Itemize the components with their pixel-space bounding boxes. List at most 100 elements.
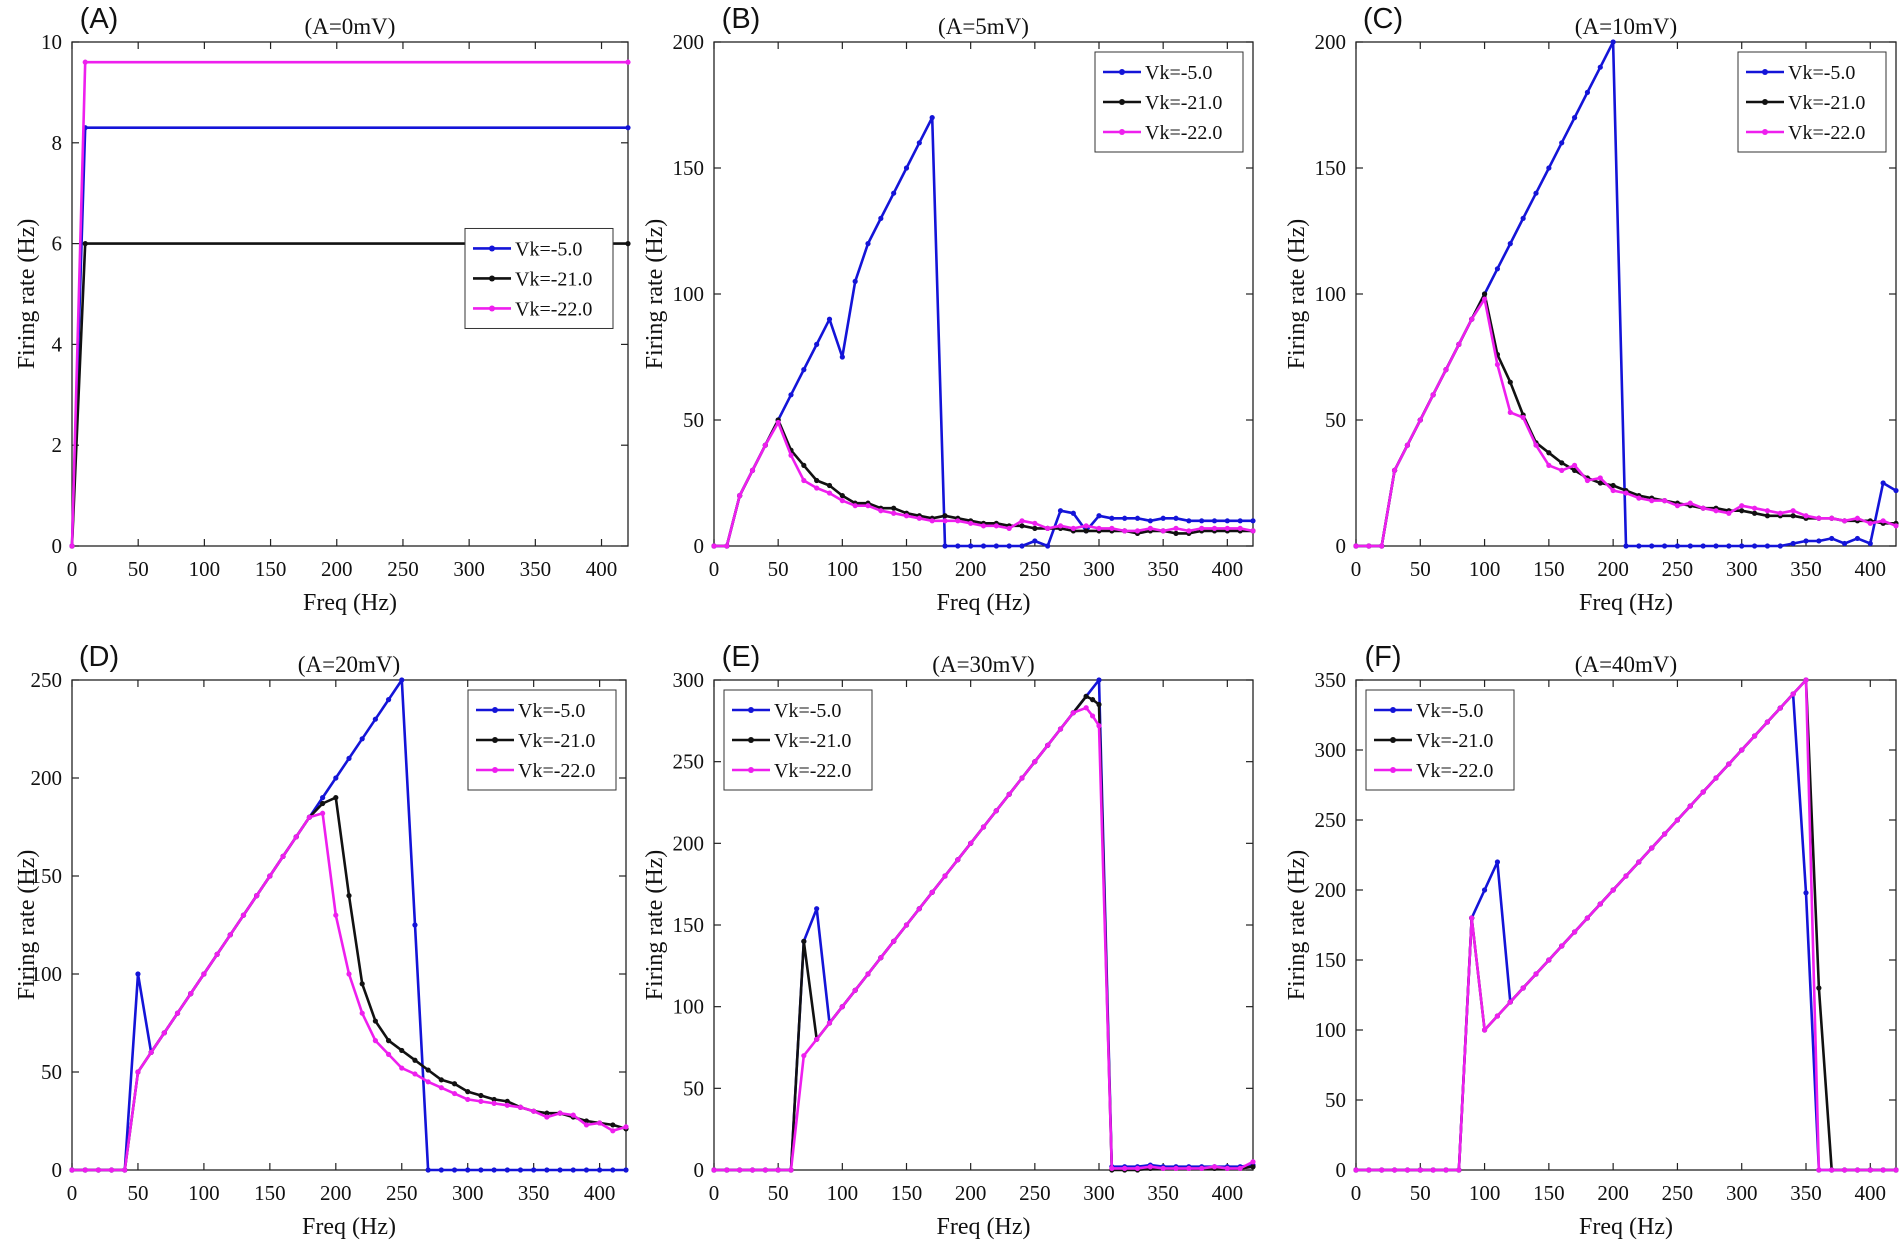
y-tick-label: 0 xyxy=(694,534,705,558)
data-point xyxy=(903,922,910,928)
data-point xyxy=(724,543,730,549)
data-point xyxy=(544,1114,550,1120)
data-point xyxy=(1250,528,1256,534)
data-point xyxy=(1083,523,1089,529)
data-point xyxy=(1083,705,1089,711)
x-axis-label: Freq (Hz) xyxy=(937,590,1031,616)
legend-marker xyxy=(1390,767,1396,773)
data-point xyxy=(916,906,922,912)
x-tick-label: 300 xyxy=(452,1181,484,1205)
data-point xyxy=(1096,525,1102,531)
data-point xyxy=(267,873,273,879)
x-tick-label: 0 xyxy=(67,557,78,581)
x-axis-label: Freq (Hz) xyxy=(937,1214,1031,1240)
data-point xyxy=(1096,677,1102,683)
data-point xyxy=(839,1004,845,1010)
data-point xyxy=(1803,538,1809,544)
y-tick-label: 150 xyxy=(673,913,705,937)
data-point xyxy=(1867,1167,1873,1173)
y-tick-label: 50 xyxy=(41,1060,62,1084)
data-point xyxy=(135,971,141,977)
data-point xyxy=(1700,543,1706,549)
x-tick-label: 350 xyxy=(520,557,552,581)
data-point xyxy=(557,1110,563,1116)
data-point xyxy=(980,523,987,529)
data-point xyxy=(1109,525,1115,531)
data-point xyxy=(174,1010,181,1016)
data-point xyxy=(1379,543,1385,549)
legend-label: Vk=-5.0 xyxy=(1416,700,1483,722)
data-point xyxy=(465,1096,471,1103)
data-point xyxy=(451,1081,458,1087)
x-tick-label: 400 xyxy=(1855,1181,1887,1205)
x-tick-label: 300 xyxy=(1083,1181,1115,1205)
data-point xyxy=(122,1167,128,1173)
x-axis-label: Freq (Hz) xyxy=(1579,1214,1673,1240)
data-point xyxy=(1173,525,1179,531)
data-point xyxy=(955,857,961,863)
x-tick-label: 200 xyxy=(320,1181,352,1205)
data-point xyxy=(852,503,858,509)
data-point xyxy=(1610,482,1616,489)
data-point xyxy=(839,493,845,499)
legend: Vk=-5.0 Vk=-21.0 Vk=-22.0 xyxy=(467,689,617,791)
data-point xyxy=(1237,518,1243,524)
data-point xyxy=(1546,957,1552,963)
x-tick-label: 400 xyxy=(584,1181,616,1205)
legend-marker xyxy=(1762,69,1768,75)
legend-label: Vk=-5.0 xyxy=(774,700,841,722)
y-tick-label: 300 xyxy=(1315,738,1347,762)
data-point xyxy=(1430,392,1436,398)
data-point xyxy=(1045,742,1051,748)
data-point xyxy=(711,1167,717,1173)
data-point xyxy=(1584,915,1591,921)
data-point xyxy=(1597,475,1603,481)
data-point xyxy=(1880,1167,1886,1173)
data-point xyxy=(1507,409,1513,416)
data-point xyxy=(814,485,820,491)
data-point xyxy=(1379,1167,1385,1173)
data-point xyxy=(1494,361,1501,368)
x-tick-label: 150 xyxy=(891,1181,923,1205)
data-point xyxy=(597,1167,603,1173)
data-point xyxy=(544,1110,550,1116)
data-point xyxy=(1391,467,1398,473)
data-point xyxy=(570,1167,576,1173)
data-point xyxy=(1854,535,1861,542)
data-point xyxy=(491,1096,497,1103)
data-point xyxy=(1803,890,1809,896)
data-point xyxy=(399,677,405,683)
data-point xyxy=(1456,341,1462,347)
data-point xyxy=(891,505,897,511)
y-axis-label: Firing rate (Hz) xyxy=(642,219,668,370)
series-Vk=-22.0 xyxy=(1353,296,1899,549)
panel-label: (B) xyxy=(722,3,761,35)
data-point xyxy=(968,543,974,549)
x-tick-label: 300 xyxy=(1726,1181,1758,1205)
legend: Vk=-5.0 Vk=-21.0 Vk=-22.0 xyxy=(1737,51,1887,153)
data-point xyxy=(814,341,820,347)
data-point xyxy=(438,1077,444,1083)
data-point xyxy=(878,508,884,514)
y-tick-label: 250 xyxy=(1315,808,1347,832)
panel-label: (D) xyxy=(79,641,119,673)
data-point xyxy=(762,1167,768,1173)
data-point xyxy=(1211,525,1218,531)
data-point xyxy=(878,955,884,961)
data-point xyxy=(1867,540,1873,547)
data-point xyxy=(1610,487,1616,494)
data-point xyxy=(1533,971,1539,977)
data-point xyxy=(891,190,897,196)
y-tick-label: 4 xyxy=(52,332,63,356)
data-point xyxy=(1764,508,1771,514)
data-point xyxy=(1019,518,1025,524)
data-point xyxy=(583,1167,590,1173)
data-point xyxy=(385,1051,392,1057)
data-point xyxy=(227,932,233,938)
data-point xyxy=(1045,543,1051,549)
chart-title: (A=10mV) xyxy=(1575,14,1677,39)
data-point xyxy=(478,1167,484,1173)
legend-marker xyxy=(489,245,495,252)
data-point xyxy=(1893,1167,1899,1173)
y-tick-label: 250 xyxy=(673,750,705,774)
